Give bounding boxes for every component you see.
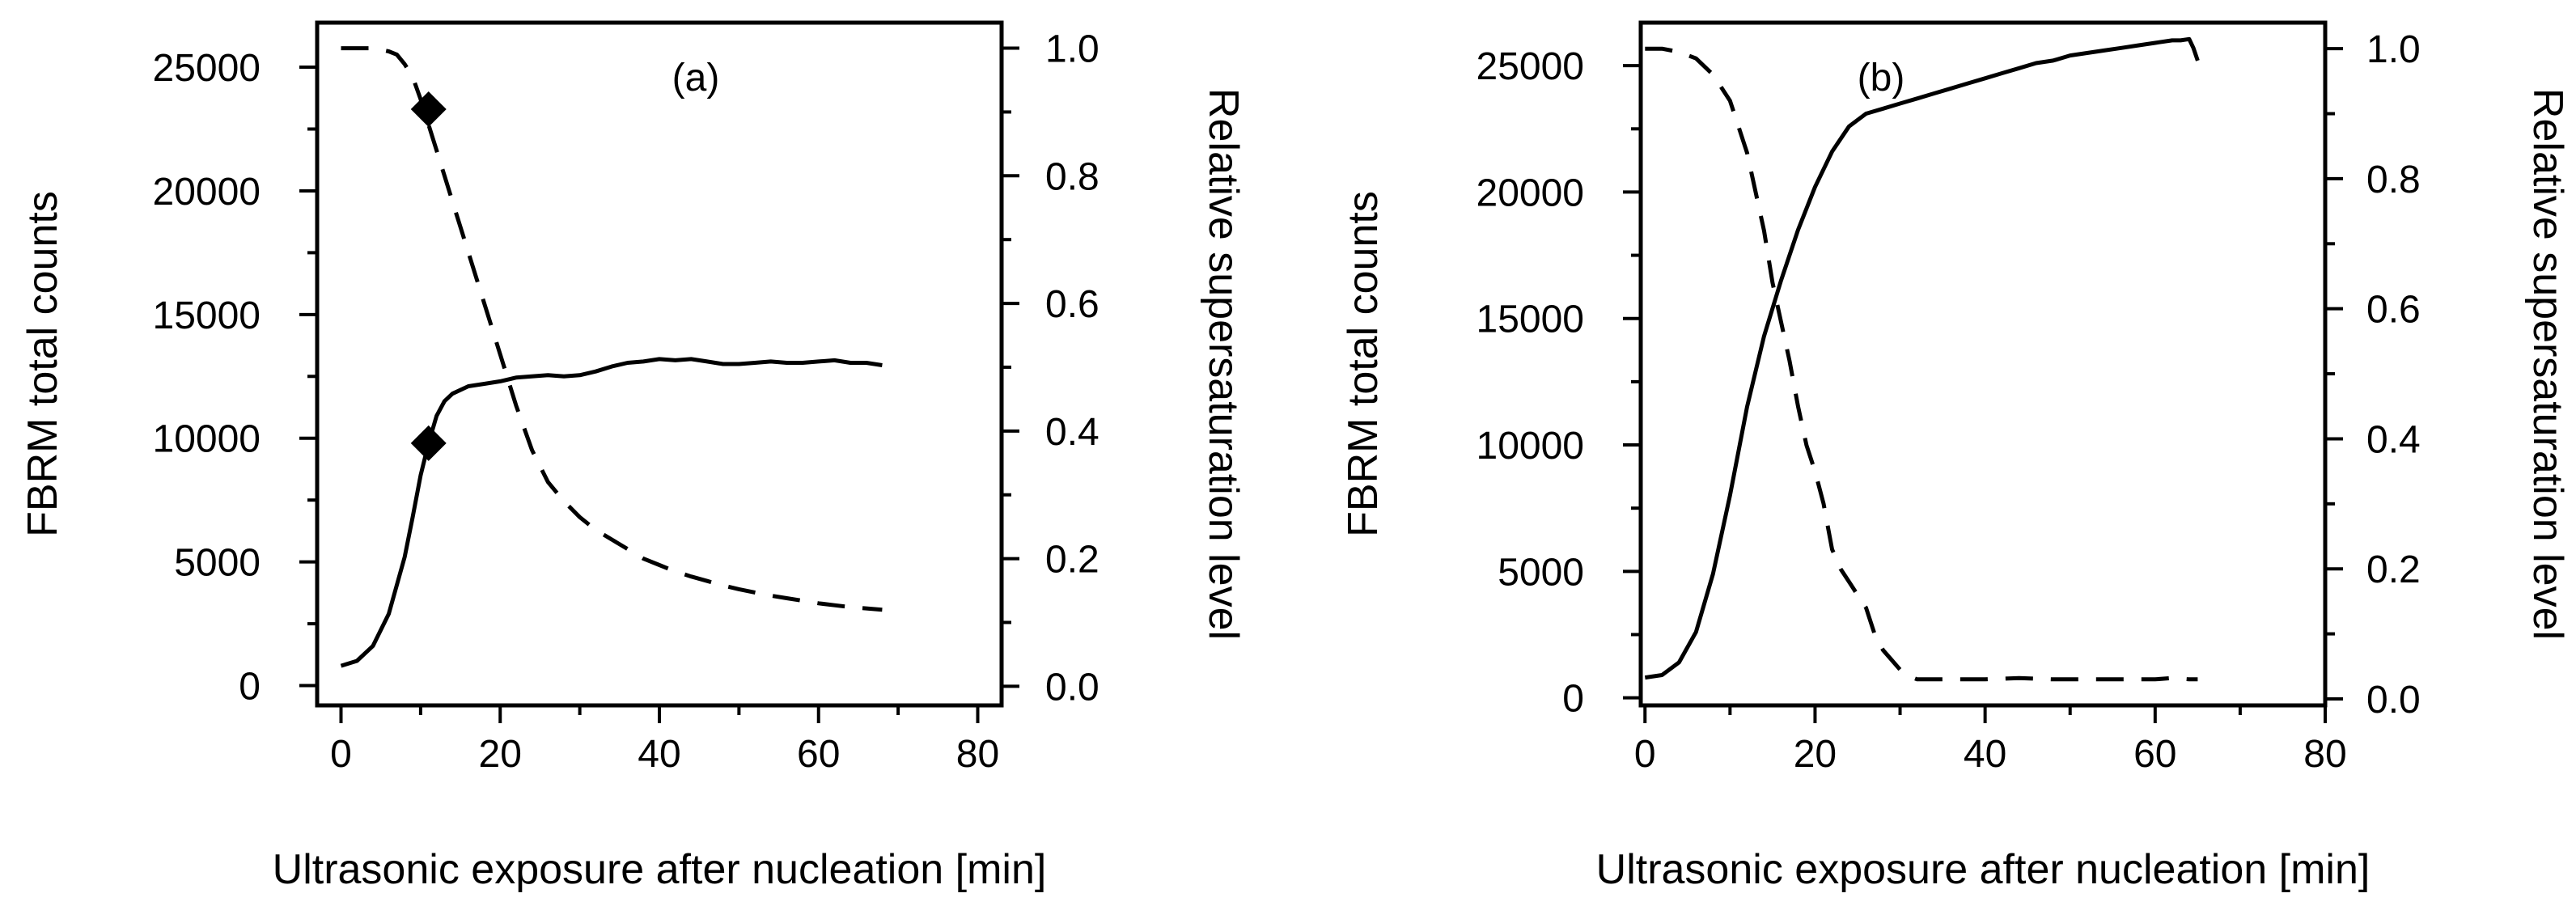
y-tick-label: 0	[239, 666, 261, 709]
supersaturation-series-line	[341, 46, 883, 612]
y2-tick-label: 1.0	[2366, 28, 2421, 71]
diamond-marker	[410, 425, 447, 461]
y2-tick-label: 0.0	[2366, 679, 2421, 722]
y2-tick-label: 0.6	[2366, 289, 2421, 332]
y-tick-label: 20000	[153, 171, 261, 214]
x-tick-label: 0	[1634, 733, 1656, 776]
y2-axis-title: Relative supersaturation level	[1200, 88, 1247, 640]
panel-a: 0 20 40 60 80 0 5000 10000 15000 20000 25000 0.0 0.2…	[19, 20, 1247, 893]
x-tick-label: 20	[479, 733, 522, 776]
y-tick-label: 5000	[1498, 551, 1584, 594]
y2-tick-label: 0.0	[1045, 666, 1099, 709]
diamond-marker	[410, 91, 447, 128]
x-tick-label: 0	[330, 733, 352, 776]
y2-tick-label: 1.0	[1045, 28, 1099, 71]
x-tick-label: 40	[638, 733, 680, 776]
plot-frame	[315, 20, 1004, 708]
x-tick-label: 60	[797, 733, 840, 776]
fbrm-counts-series-line	[1644, 36, 2200, 680]
y2-axis-title: Relative supersaturation level	[2524, 88, 2571, 640]
panel-label: (b)	[1858, 57, 1905, 99]
y-tick-label: 25000	[1477, 45, 1584, 88]
y2-tick-label: 0.6	[1045, 283, 1099, 326]
y-tick-label: 10000	[1477, 425, 1584, 468]
y-tick-label: 20000	[1477, 171, 1584, 214]
x-axis-title: Ultrasonic exposure after nucleation [mi…	[1596, 846, 2371, 893]
y2-tick-label: 0.8	[2366, 159, 2421, 201]
y-axis-title: FBRM total counts	[19, 191, 66, 537]
fbrm-counts-series-line	[340, 357, 883, 668]
x-tick-label: 80	[956, 733, 999, 776]
y-axis-title: FBRM total counts	[1340, 191, 1387, 537]
x-axis-title: Ultrasonic exposure after nucleation [mi…	[273, 846, 1047, 893]
y-tick-label: 15000	[153, 294, 261, 337]
x-tick-label: 60	[2133, 733, 2176, 776]
y2-tick-label: 0.2	[2366, 548, 2421, 591]
y-tick-label: 25000	[153, 47, 261, 90]
y2-tick-label: 0.4	[1045, 411, 1099, 454]
x-tick-label: 40	[1964, 733, 2006, 776]
panel-label: (a)	[672, 57, 720, 99]
x-tick-label: 80	[2303, 733, 2346, 776]
y-tick-label: 10000	[153, 418, 261, 461]
y-tick-label: 15000	[1477, 298, 1584, 341]
y2-tick-label: 0.2	[1045, 539, 1099, 582]
y-tick-label: 0	[1562, 678, 1584, 721]
plot-frame	[1638, 20, 2328, 708]
panel-b: 0 20 40 60 80 0 5000 10000 15000 20000 25000 0.0 0.2…	[1340, 20, 2571, 893]
y2-tick-label: 0.8	[1045, 155, 1099, 198]
y-tick-label: 5000	[174, 542, 261, 585]
x-tick-label: 20	[1794, 733, 1837, 776]
supersaturation-series-line	[1645, 46, 2198, 682]
y2-tick-label: 0.4	[2366, 418, 2421, 461]
